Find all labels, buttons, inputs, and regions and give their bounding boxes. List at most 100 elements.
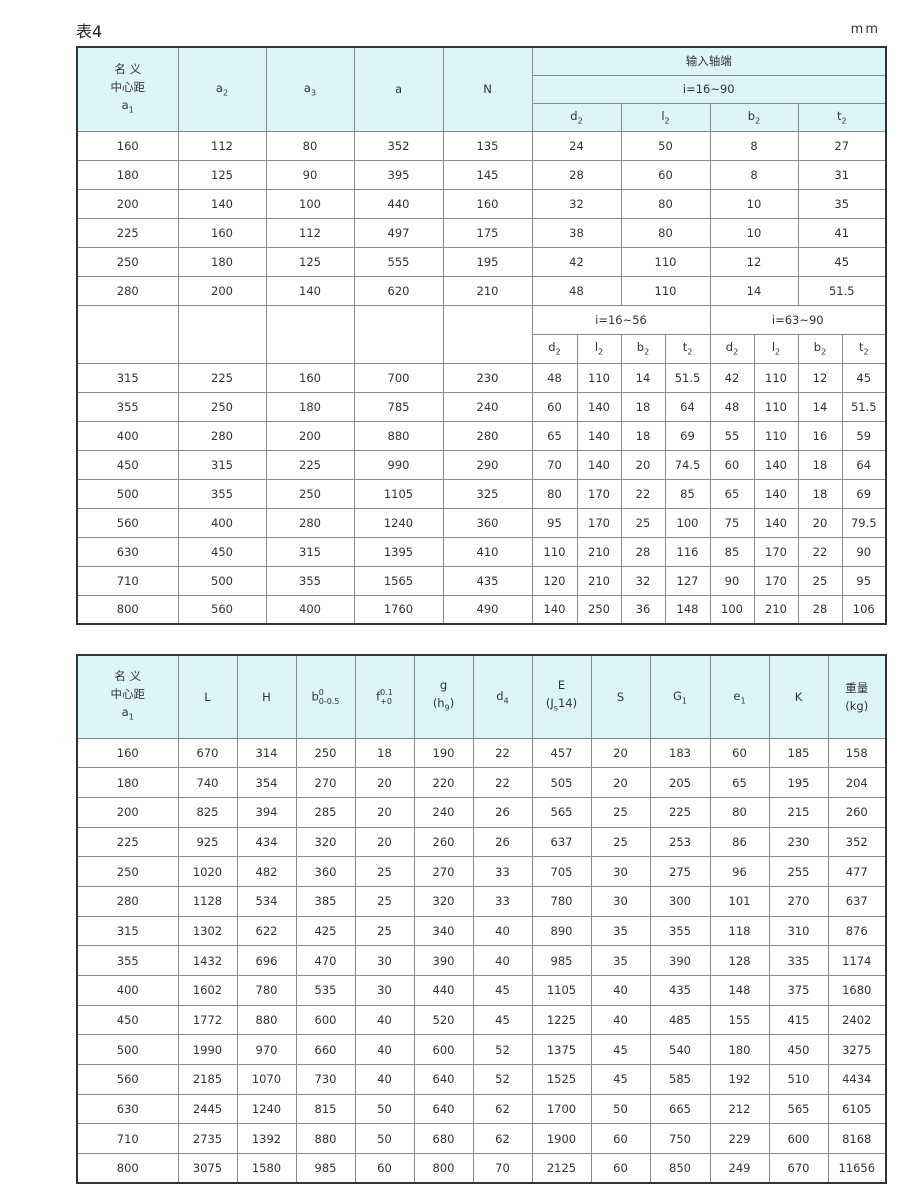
table-cell: 140 xyxy=(265,275,355,306)
header-e1: e1 xyxy=(709,654,770,739)
table-cell: 52 xyxy=(472,1034,533,1066)
table-cell: 210 xyxy=(753,594,799,625)
table-cell: 435 xyxy=(442,565,533,596)
table-cell: 315 xyxy=(76,362,179,393)
table-cell: 175 xyxy=(442,217,533,248)
table-cell: 140 xyxy=(576,420,622,451)
table-cell: 600 xyxy=(768,1123,829,1155)
table-cell: 600 xyxy=(413,1034,474,1066)
table-cell: 230 xyxy=(768,826,829,858)
table-cell: 180 xyxy=(76,159,179,190)
table-cell: 85 xyxy=(709,536,755,567)
table-cell: 20 xyxy=(590,737,651,769)
table-row: 355 250 180 785 240 60 140 18 64 48 110 14 51.5 xyxy=(76,391,887,422)
header-S: S xyxy=(590,654,651,739)
table-cell: 780 xyxy=(531,885,592,917)
table-cell: 48 xyxy=(531,275,622,306)
table-cell: 825 xyxy=(177,796,238,828)
table-cell: 140 xyxy=(177,188,267,219)
table-cell: 148 xyxy=(709,975,770,1006)
table-cell: 35 xyxy=(590,945,651,976)
table-cell: 42 xyxy=(709,362,755,393)
table-cell: 280 xyxy=(76,275,179,306)
table-cell: 30 xyxy=(354,975,415,1006)
table-cell: 800 xyxy=(76,594,179,625)
table-cell: 500 xyxy=(76,478,179,509)
table-cell: 25 xyxy=(590,826,651,858)
header-a: a xyxy=(353,46,444,132)
table-cell: 112 xyxy=(177,130,267,161)
table-cell: 505 xyxy=(531,767,592,798)
table-cell: 400 xyxy=(76,975,179,1006)
table-cell: 520 xyxy=(413,1004,474,1036)
table-cell: 14 xyxy=(797,391,843,422)
table-cell: 880 xyxy=(353,420,444,451)
table-cell: 25 xyxy=(620,507,666,538)
table-cell: 705 xyxy=(531,856,592,887)
header-f: f0.1 +0 xyxy=(354,654,415,739)
table-cell: 890 xyxy=(531,915,592,947)
table-cell: 86 xyxy=(709,826,770,858)
table-row: 560 400 280 1240 360 95 170 25 100 75 140 20 79.5 xyxy=(76,507,887,538)
table-cell: 190 xyxy=(413,737,474,769)
table-cell: 435 xyxy=(649,975,711,1006)
table-cell: 6105 xyxy=(827,1093,887,1125)
table-cell: 355 xyxy=(76,391,179,422)
table-cell: 20 xyxy=(354,767,415,798)
table-cell: 110 xyxy=(531,536,578,567)
table-cell: 20 xyxy=(590,767,651,798)
table-cell: 255 xyxy=(768,856,829,887)
table-cell: 95 xyxy=(841,565,887,596)
table-cell: 140 xyxy=(753,449,799,480)
table-row: 800 560 400 1760 490 140 250 36 148 100 210 28 106 xyxy=(76,594,887,625)
table-cell: 1240 xyxy=(353,507,444,538)
table-cell: 410 xyxy=(442,536,533,567)
table-cell: 65 xyxy=(531,420,578,451)
table-cell: 160 xyxy=(442,188,533,219)
table-cell: 565 xyxy=(531,796,592,828)
table-cell: 10 xyxy=(709,188,799,219)
table-cell: 20 xyxy=(354,826,415,858)
table-cell: 118 xyxy=(709,915,770,947)
header-ratio-high: i=63~90 xyxy=(709,304,887,335)
table-cell: 25 xyxy=(797,565,843,596)
table-cell: 100 xyxy=(664,507,711,538)
header-ratio-all: i=16~90 xyxy=(531,74,887,104)
table-cell: 450 xyxy=(768,1034,829,1066)
table-row: 710 2735 1392 880 50 680 62 1900 60 750 229 600 8168 xyxy=(76,1123,887,1155)
table-cell: 28 xyxy=(620,536,666,567)
table-cell: 457 xyxy=(531,737,592,769)
table-cell: 2125 xyxy=(531,1153,592,1184)
header-weight: 重量 (kg) xyxy=(827,654,887,739)
table-cell: 585 xyxy=(649,1064,711,1095)
table-cell: 225 xyxy=(649,796,711,828)
table-cell: 640 xyxy=(413,1064,474,1095)
table-cell: 125 xyxy=(265,246,355,277)
table-cell: 60 xyxy=(709,449,755,480)
table-cell: 660 xyxy=(295,1034,356,1066)
table-cell: 730 xyxy=(295,1064,356,1095)
blank-cell xyxy=(265,304,355,364)
table-cell: 560 xyxy=(76,507,179,538)
table-cell: 876 xyxy=(827,915,887,947)
table-cell: 637 xyxy=(827,885,887,917)
table-cell: 750 xyxy=(649,1123,711,1155)
table-cell: 300 xyxy=(649,885,711,917)
table-cell: 160 xyxy=(76,737,179,769)
table-cell: 1990 xyxy=(177,1034,238,1066)
table-cell: 18 xyxy=(797,478,843,509)
table-cell: 925 xyxy=(177,826,238,858)
table-cell: 35 xyxy=(590,915,651,947)
table-cell: 51.5 xyxy=(841,391,887,422)
table-cell: 18 xyxy=(797,449,843,480)
table-cell: 250 xyxy=(177,391,267,422)
table-cell: 40 xyxy=(472,915,533,947)
table-cell: 210 xyxy=(576,565,622,596)
table-cell: 470 xyxy=(295,945,356,976)
table-cell: 440 xyxy=(353,188,444,219)
table-cell: 42 xyxy=(531,246,622,277)
table-cell: 700 xyxy=(353,362,444,393)
table-cell: 253 xyxy=(649,826,711,858)
table-cell: 40 xyxy=(354,1034,415,1066)
table-cell: 90 xyxy=(709,565,755,596)
